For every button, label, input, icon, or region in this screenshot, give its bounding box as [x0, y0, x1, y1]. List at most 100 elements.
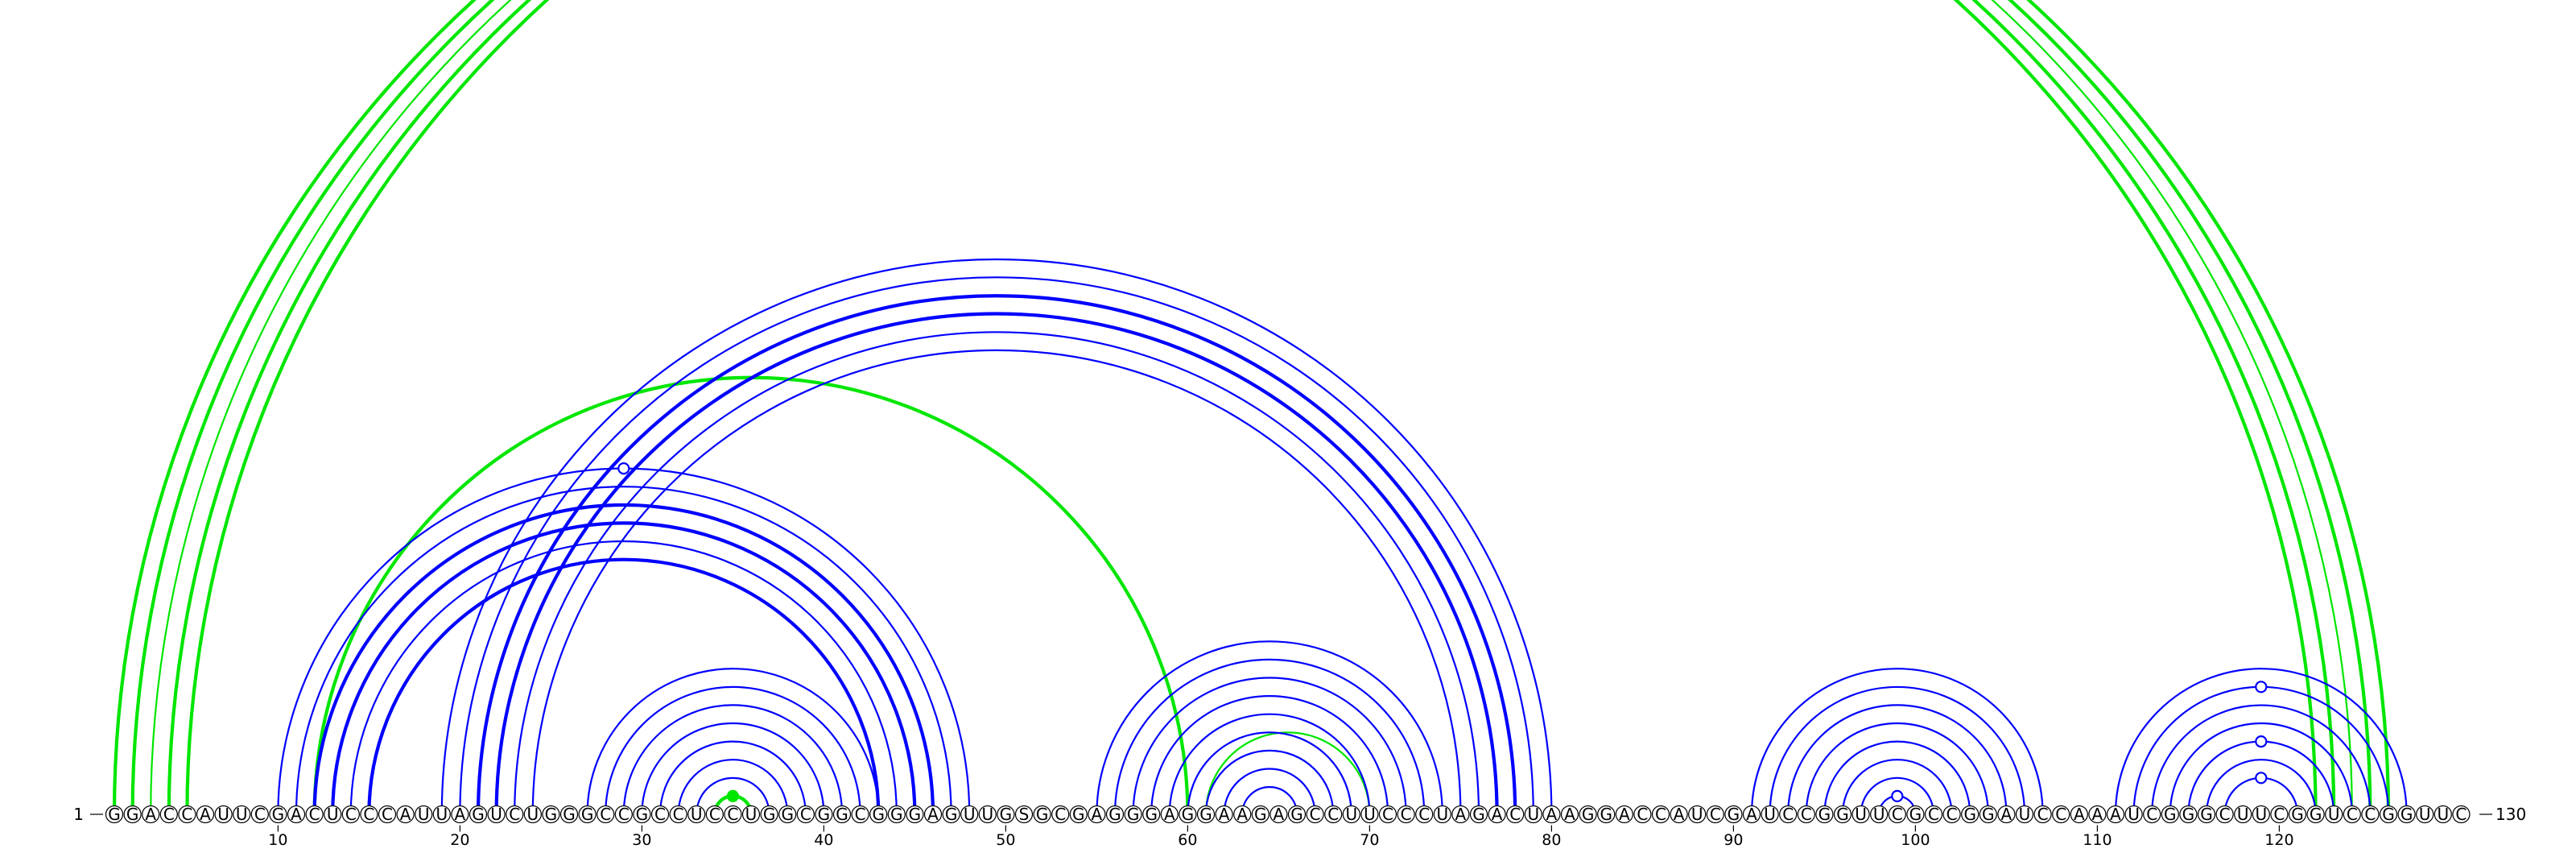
nucleotide-100: G: [1906, 805, 1925, 824]
nucleotide-letter: A: [1564, 805, 1575, 824]
nucleotide-letter: U: [2237, 805, 2249, 824]
nucleotide-43: G: [869, 805, 888, 824]
arc-116-122: [2205, 759, 2317, 815]
nucleotide-letter: A: [1164, 805, 1175, 824]
nucleotide-65: A: [1269, 805, 1288, 824]
nucleotide-58: G: [1142, 805, 1161, 824]
nucleotide-letter: G: [581, 805, 594, 824]
nucleotide-letter: C: [1782, 805, 1794, 824]
nucleotide-letter: G: [1182, 805, 1195, 824]
nucleotide-circle: [2397, 805, 2416, 824]
nucleotide-circle: [633, 805, 651, 824]
nucleotide-letter: C: [709, 805, 720, 824]
arc-5-126: [185, 0, 2391, 815]
nucleotide-circle: [1033, 805, 1051, 824]
nucleotide-92: U: [1761, 805, 1779, 824]
nucleotide-111: A: [2106, 805, 2125, 824]
nucleotide-circle: [1488, 805, 1506, 824]
nucleotide-letter: G: [1072, 805, 1085, 824]
arc-92-106: [1769, 685, 2026, 815]
arc-marker-117-121: [2255, 772, 2268, 785]
nucleotide-circle: [2088, 805, 2107, 824]
nucleotide-circle: [1451, 805, 1470, 824]
nucleotide-letter: G: [1909, 805, 1922, 824]
nucleotide-117: C: [2215, 805, 2234, 824]
nucleotide-81: A: [1560, 805, 1579, 824]
nucleotide-circle: [1324, 805, 1343, 824]
nucleotide-73: C: [1415, 805, 1434, 824]
nucleotide-circle: [1378, 805, 1397, 824]
nucleotide-circle: [159, 805, 178, 824]
nucleotide-circle: [142, 805, 160, 824]
nucleotide-78: C: [1506, 805, 1525, 824]
nucleotide-letter: G: [818, 805, 831, 824]
nucleotide-8: U: [233, 805, 251, 824]
nucleotide-letter: G: [1199, 805, 1212, 824]
nucleotide-letter: A: [1619, 805, 1630, 824]
nucleotide-52: G: [1033, 805, 1051, 824]
nucleotide-circle: [1469, 805, 1488, 824]
nucleotide-70: U: [1360, 805, 1379, 824]
nucleotide-6: A: [196, 805, 215, 824]
nucleotide-letter: C: [1509, 805, 1521, 824]
nucleotide-letter: A: [1274, 805, 1285, 824]
arc-93-105: [1787, 704, 2008, 815]
nucleotide-letter: C: [1418, 805, 1430, 824]
nucleotide-40: G: [815, 805, 833, 824]
nucleotide-letter: G: [2291, 805, 2304, 824]
nucleotide-24: U: [523, 805, 542, 824]
nucleotide-77: A: [1488, 805, 1506, 824]
nucleotide-circle: [705, 805, 724, 824]
nucleotide-letter: U: [1873, 805, 1885, 824]
nucleotide-letter: C: [181, 805, 192, 824]
nucleotide-circle: [1269, 805, 1288, 824]
nucleotide-38: G: [778, 805, 797, 824]
nucleotide-4: C: [159, 805, 178, 824]
nucleotide-letter: G: [1127, 805, 1140, 824]
nucleotide-letter: U: [1345, 805, 1357, 824]
nucleotide-circle: [1979, 805, 1997, 824]
nucleotide-23: C: [506, 805, 524, 824]
nucleotide-69: U: [1342, 805, 1360, 824]
nucleotide-letter: C: [2146, 805, 2157, 824]
nucleotide-circle: [324, 805, 342, 824]
nucleotide-letter: U: [327, 805, 339, 824]
nucleotide-55: A: [1088, 805, 1106, 824]
nucleotide-99: C: [1888, 805, 1906, 824]
nucleotide-91: A: [1742, 805, 1761, 824]
nucleotide-21: G: [469, 805, 488, 824]
nucleotide-42: C: [851, 805, 869, 824]
nucleotide-85: C: [1633, 805, 1652, 824]
nucleotide-37: G: [760, 805, 778, 824]
nucleotide-letter: G: [2182, 805, 2195, 824]
arc-15-43: [367, 557, 881, 815]
tick-label-80: 80: [1542, 831, 1561, 849]
tick-label-40: 40: [814, 831, 833, 849]
nucleotide-circle: [451, 805, 469, 824]
nucleotide-circle: [378, 805, 397, 824]
nucleotide-circle: [1706, 805, 1724, 824]
nucleotide-circle: [1724, 805, 1743, 824]
nucleotide-circle: [741, 805, 761, 824]
nucleotide-104: G: [1979, 805, 1997, 824]
nucleotide-3: A: [142, 805, 160, 824]
nucleotide-circle: [523, 805, 542, 824]
nucleotide-letter: G: [545, 805, 558, 824]
nucleotide-circle: [1179, 805, 1197, 824]
nucleotide-letter: U: [2328, 805, 2340, 824]
nucleotide-letter: C: [2219, 805, 2231, 824]
nucleotide-35: C: [724, 805, 742, 824]
nucleotide-2: G: [123, 805, 142, 824]
nucleotide-circle: [1942, 805, 1961, 824]
nucleotide-93: C: [1779, 805, 1798, 824]
nucleotide-circle: [2161, 805, 2179, 824]
nucleotide-84: A: [1615, 805, 1633, 824]
nucleotide-letter: G: [1728, 805, 1740, 824]
nucleotide-circle: [2197, 805, 2216, 824]
nucleotide-letter: C: [727, 805, 738, 824]
arc-55-74: [1096, 640, 1443, 815]
arc-60-69: [1187, 731, 1352, 815]
arc-13-45: [331, 521, 917, 815]
nucleotide-circle: [1888, 805, 1906, 824]
